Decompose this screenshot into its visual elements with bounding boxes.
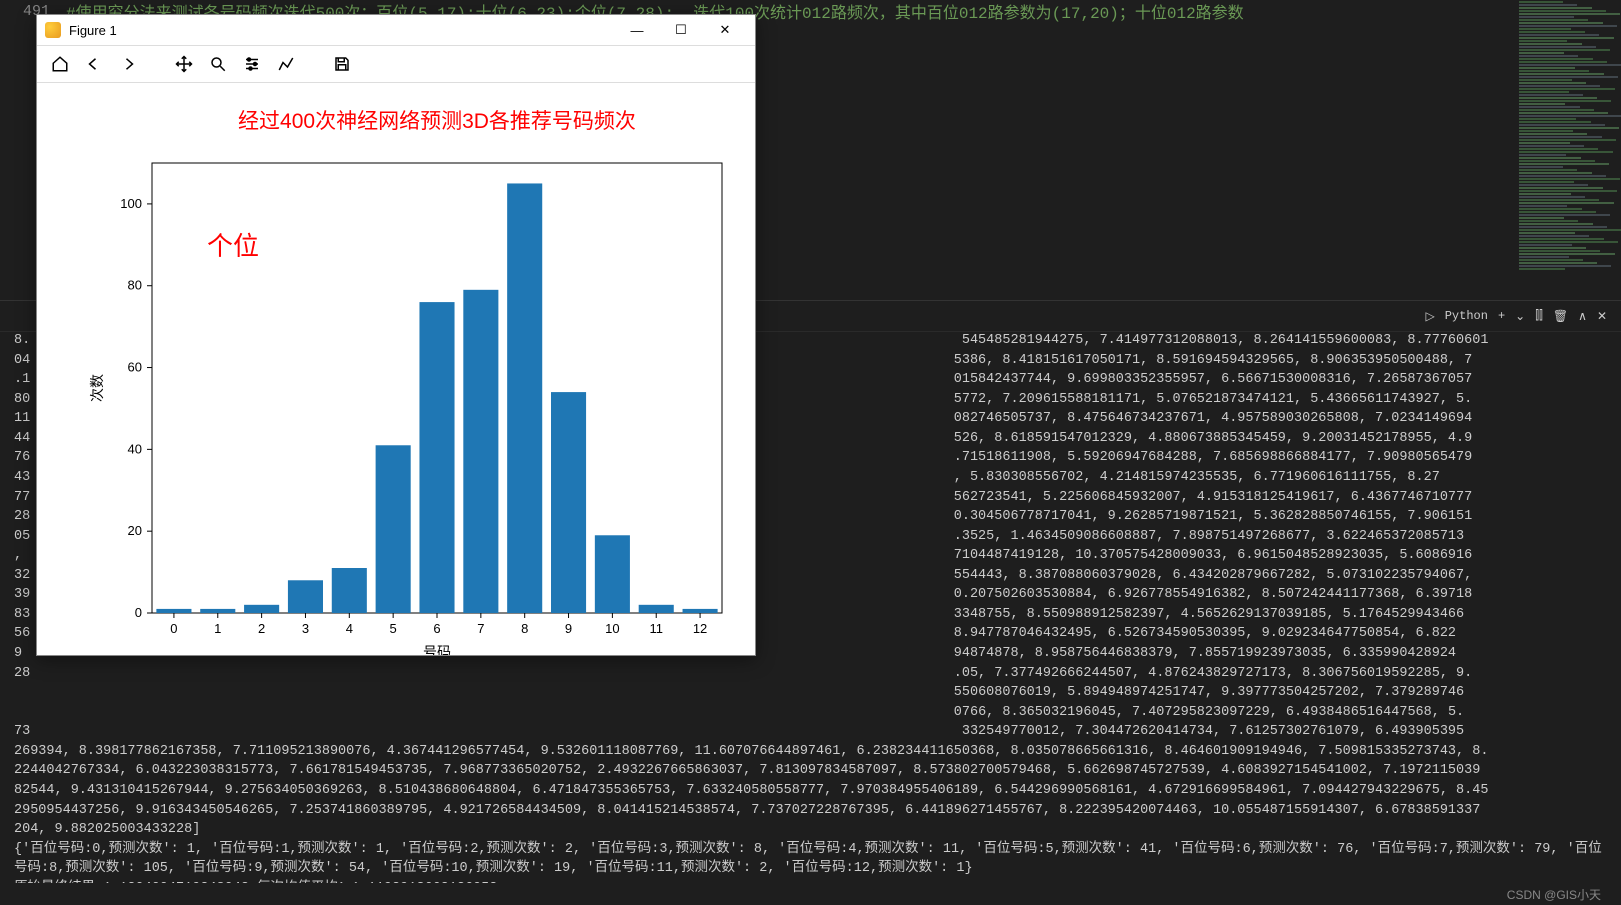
x-tick-label: 12 <box>693 621 707 636</box>
y-tick-label: 20 <box>128 523 142 538</box>
figure-window: Figure 1 — ☐ ✕ 经过400次神经网络预测3D各推荐号码频次0204… <box>36 14 756 656</box>
y-tick-label: 100 <box>120 196 142 211</box>
bar <box>332 568 367 613</box>
minimap[interactable] <box>1511 0 1621 300</box>
y-tick-label: 0 <box>135 605 142 620</box>
terminal-split-icon[interactable]: ⫿⫿ <box>1535 309 1543 323</box>
chart-title: 经过400次神经网络预测3D各推荐号码频次 <box>238 110 636 133</box>
bar <box>376 445 411 613</box>
x-tick-label: 0 <box>170 621 177 636</box>
edit-axes-icon[interactable] <box>275 53 297 75</box>
bar <box>463 290 498 613</box>
bar <box>595 535 630 613</box>
status-bar: CSDN @GIS小天 <box>0 883 1621 905</box>
bar <box>507 183 542 613</box>
bar <box>551 392 586 613</box>
watermark-text: CSDN @GIS小天 <box>1507 886 1601 903</box>
chart-annotation: 个位 <box>207 231 259 261</box>
x-axis-label: 号码 <box>423 644 451 655</box>
terminal-chevron-up-icon[interactable]: ∧ <box>1578 309 1587 324</box>
close-button[interactable]: ✕ <box>703 16 747 44</box>
pan-icon[interactable] <box>173 53 195 75</box>
bar <box>639 605 674 613</box>
x-tick-label: 10 <box>605 621 619 636</box>
bar <box>156 609 191 613</box>
terminal-trash-icon[interactable]: 🗑 <box>1553 309 1568 324</box>
terminal-close-icon[interactable]: ✕ <box>1597 309 1607 324</box>
x-tick-label: 8 <box>521 621 528 636</box>
python-icon <box>45 22 61 38</box>
chart-svg: 经过400次神经网络预测3D各推荐号码频次0204060801000123456… <box>37 83 755 655</box>
bar <box>419 302 454 613</box>
y-tick-label: 40 <box>128 441 142 456</box>
terminal-add-icon[interactable]: + <box>1498 309 1505 323</box>
y-tick-label: 80 <box>128 278 142 293</box>
terminal-actions: ▷ Python + ⌄ ⫿⫿ 🗑 ∧ ✕ <box>1426 309 1608 324</box>
run-indicator-label: Python <box>1445 309 1488 323</box>
x-tick-label: 7 <box>477 621 484 636</box>
figure-canvas: 经过400次神经网络预测3D各推荐号码频次0204060801000123456… <box>37 83 755 655</box>
figure-title: Figure 1 <box>69 23 615 38</box>
y-tick-label: 60 <box>128 360 142 375</box>
x-tick-label: 4 <box>346 621 353 636</box>
save-icon[interactable] <box>331 53 353 75</box>
home-icon[interactable] <box>49 53 71 75</box>
minimize-button[interactable]: — <box>615 16 659 44</box>
forward-icon[interactable] <box>117 53 139 75</box>
maximize-button[interactable]: ☐ <box>659 16 703 44</box>
x-tick-label: 11 <box>649 621 663 636</box>
x-tick-label: 2 <box>258 621 265 636</box>
figure-titlebar[interactable]: Figure 1 — ☐ ✕ <box>37 15 755 46</box>
figure-toolbar <box>37 46 755 83</box>
x-tick-label: 1 <box>214 621 221 636</box>
terminal-dropdown-icon[interactable]: ⌄ <box>1515 309 1525 324</box>
x-tick-label: 6 <box>433 621 440 636</box>
bar <box>244 605 279 613</box>
y-axis-label: 次数 <box>89 374 105 402</box>
bar <box>288 580 323 613</box>
x-tick-label: 9 <box>565 621 572 636</box>
bar <box>683 609 718 613</box>
x-tick-label: 5 <box>390 621 397 636</box>
bar <box>200 609 235 613</box>
configure-icon[interactable] <box>241 53 263 75</box>
run-indicator-icon: ▷ <box>1426 309 1435 324</box>
x-tick-label: 3 <box>302 621 309 636</box>
back-icon[interactable] <box>83 53 105 75</box>
zoom-icon[interactable] <box>207 53 229 75</box>
